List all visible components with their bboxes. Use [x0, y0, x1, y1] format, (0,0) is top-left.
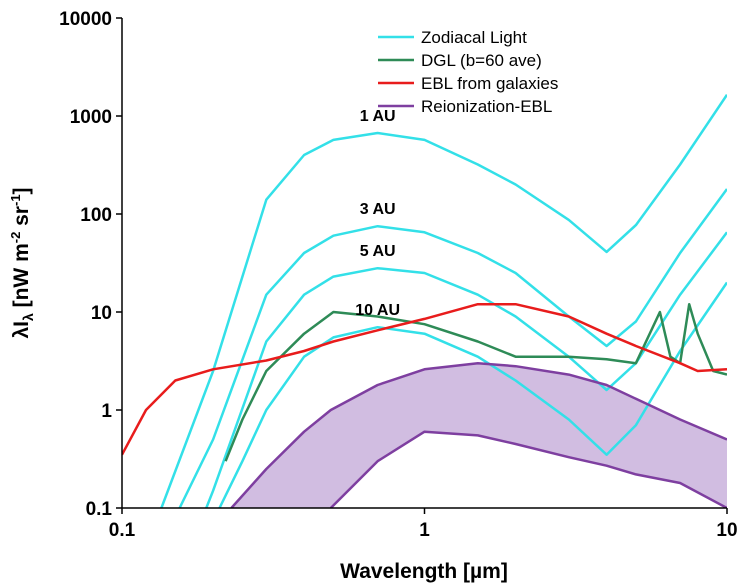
y-tick-label: 1000 [70, 107, 112, 128]
legend-label: Reionization-EBL [421, 97, 552, 116]
y-tick-label: 10000 [59, 9, 112, 30]
y-tick-label: 0.1 [86, 499, 113, 520]
annotations: 1 AU 3 AU 5 AU 10 AU [355, 108, 400, 319]
y-tick-label: 100 [80, 205, 112, 226]
legend-label: DGL (b=60 ave) [421, 51, 542, 70]
fills [231, 363, 727, 508]
y-label-part: -2 [8, 232, 23, 244]
legend-label: Zodiacal Light [421, 28, 527, 47]
series-line [122, 302, 727, 456]
y-tick-label: 10 [91, 303, 112, 324]
curve-label: 3 AU [360, 201, 396, 218]
curve-label: 10 AU [355, 302, 400, 319]
series-line [230, 361, 727, 508]
y-label-part: sr [10, 206, 33, 232]
series-line [205, 231, 727, 508]
y-label-part: λI [10, 321, 33, 339]
y-label-part: ] [10, 187, 33, 194]
band-fill [231, 363, 727, 508]
legend: Zodiacal Light DGL (b=60 ave) EBL from gal… [378, 28, 558, 116]
y-label-part: [nW m [10, 243, 33, 313]
x-tick-label: 1 [419, 520, 430, 541]
x-tick-label: 0.1 [109, 520, 136, 541]
series-line [224, 302, 727, 462]
curve-label: 1 AU [360, 108, 396, 125]
series-line [218, 281, 727, 508]
y-label-part: -1 [8, 194, 23, 206]
series-line [160, 94, 727, 508]
x-tick-label: 10 [716, 520, 737, 541]
lines [122, 94, 727, 508]
y-tick-label: 1 [101, 401, 112, 422]
legend-label: EBL from galaxies [421, 74, 558, 93]
series-line [329, 430, 727, 508]
x-axis-label: Wavelength [µm] [340, 560, 508, 583]
series-line [178, 188, 727, 508]
axes: 0.1 1 10 100 1000 10000 0.1 1 10 [59, 9, 737, 541]
y-axis-label: λIλ [nW m-2 sr-1] [8, 187, 36, 338]
y-label-part: λ [20, 313, 36, 321]
curve-label: 5 AU [360, 243, 396, 260]
